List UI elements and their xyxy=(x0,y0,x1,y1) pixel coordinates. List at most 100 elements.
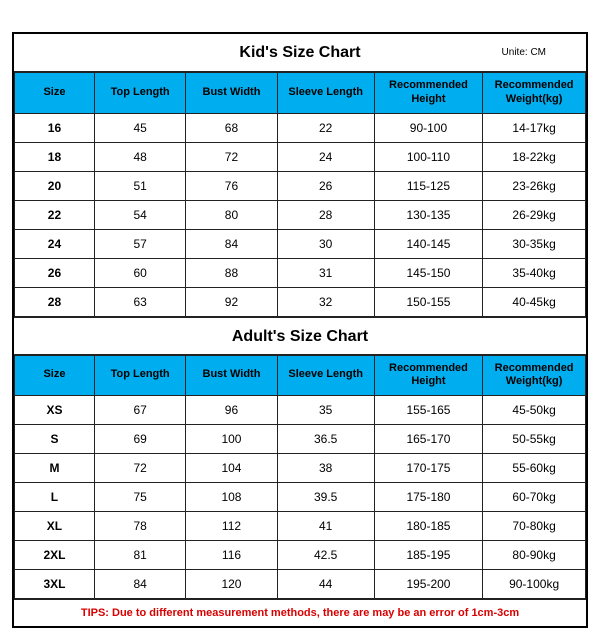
cell: 63 xyxy=(94,287,185,316)
cell: 100 xyxy=(186,425,277,454)
cell: XL xyxy=(15,512,95,541)
cell: M xyxy=(15,454,95,483)
col-rec-weight: Recommended Weight(kg) xyxy=(483,73,586,114)
table-row: 24578430140-14530-35kg xyxy=(15,229,586,258)
cell: 150-155 xyxy=(374,287,482,316)
table-row: 3XL8412044195-20090-100kg xyxy=(15,570,586,599)
cell: 3XL xyxy=(15,570,95,599)
unit-label: Unite: CM xyxy=(502,34,546,72)
cell: 45 xyxy=(94,113,185,142)
cell: 130-135 xyxy=(374,200,482,229)
cell: 115-125 xyxy=(374,171,482,200)
tips-note: TIPS: Due to different measurement metho… xyxy=(14,599,586,626)
table-row: L7510839.5175-18060-70kg xyxy=(15,483,586,512)
cell: 88 xyxy=(186,258,277,287)
cell: 44 xyxy=(277,570,374,599)
col-bust-width: Bust Width xyxy=(186,355,277,396)
cell: 28 xyxy=(277,200,374,229)
cell: 84 xyxy=(186,229,277,258)
col-top-length: Top Length xyxy=(94,73,185,114)
cell: 67 xyxy=(94,396,185,425)
cell: 23-26kg xyxy=(483,171,586,200)
cell: 14-17kg xyxy=(483,113,586,142)
cell: 54 xyxy=(94,200,185,229)
cell: 68 xyxy=(186,113,277,142)
cell: 195-200 xyxy=(374,570,482,599)
cell: 50-55kg xyxy=(483,425,586,454)
cell: 45-50kg xyxy=(483,396,586,425)
cell: 48 xyxy=(94,142,185,171)
cell: 84 xyxy=(94,570,185,599)
cell: 80-90kg xyxy=(483,541,586,570)
col-rec-height: Recommended Height xyxy=(374,73,482,114)
cell: 112 xyxy=(186,512,277,541)
cell: 180-185 xyxy=(374,512,482,541)
cell: L xyxy=(15,483,95,512)
cell: 140-145 xyxy=(374,229,482,258)
adults-tbody: XS679635155-16545-50kgS6910036.5165-1705… xyxy=(15,396,586,599)
cell: XS xyxy=(15,396,95,425)
cell: 35 xyxy=(277,396,374,425)
cell: 81 xyxy=(94,541,185,570)
cell: 51 xyxy=(94,171,185,200)
cell: 76 xyxy=(186,171,277,200)
cell: 57 xyxy=(94,229,185,258)
cell: 92 xyxy=(186,287,277,316)
table-row: 2XL8111642.5185-19580-90kg xyxy=(15,541,586,570)
table-row: XS679635155-16545-50kg xyxy=(15,396,586,425)
cell: 145-150 xyxy=(374,258,482,287)
adults-title: Adult's Size Chart xyxy=(232,328,368,345)
cell: 72 xyxy=(94,454,185,483)
cell: 36.5 xyxy=(277,425,374,454)
col-bust-width: Bust Width xyxy=(186,73,277,114)
col-rec-height: Recommended Height xyxy=(374,355,482,396)
table-row: XL7811241180-18570-80kg xyxy=(15,512,586,541)
kids-header-row: Size Top Length Bust Width Sleeve Length… xyxy=(15,73,586,114)
cell: 42.5 xyxy=(277,541,374,570)
cell: 60-70kg xyxy=(483,483,586,512)
cell: 31 xyxy=(277,258,374,287)
cell: 165-170 xyxy=(374,425,482,454)
table-row: 28639232150-15540-45kg xyxy=(15,287,586,316)
cell: S xyxy=(15,425,95,454)
adults-table: Size Top Length Bust Width Sleeve Length… xyxy=(14,355,586,600)
table-row: 20517626115-12523-26kg xyxy=(15,171,586,200)
kids-table: Size Top Length Bust Width Sleeve Length… xyxy=(14,72,586,317)
cell: 96 xyxy=(186,396,277,425)
cell: 16 xyxy=(15,113,95,142)
adults-title-row: Adult's Size Chart xyxy=(14,317,586,355)
cell: 90-100 xyxy=(374,113,482,142)
cell: 155-165 xyxy=(374,396,482,425)
cell: 22 xyxy=(15,200,95,229)
cell: 32 xyxy=(277,287,374,316)
cell: 30-35kg xyxy=(483,229,586,258)
cell: 24 xyxy=(15,229,95,258)
cell: 39.5 xyxy=(277,483,374,512)
cell: 120 xyxy=(186,570,277,599)
size-chart-container: Kid's Size Chart Unite: CM Size Top Leng… xyxy=(12,32,588,628)
cell: 55-60kg xyxy=(483,454,586,483)
cell: 24 xyxy=(277,142,374,171)
cell: 28 xyxy=(15,287,95,316)
cell: 41 xyxy=(277,512,374,541)
cell: 30 xyxy=(277,229,374,258)
cell: 80 xyxy=(186,200,277,229)
cell: 35-40kg xyxy=(483,258,586,287)
cell: 75 xyxy=(94,483,185,512)
cell: 104 xyxy=(186,454,277,483)
cell: 38 xyxy=(277,454,374,483)
adults-header-row: Size Top Length Bust Width Sleeve Length… xyxy=(15,355,586,396)
cell: 18 xyxy=(15,142,95,171)
col-size: Size xyxy=(15,73,95,114)
table-row: 1645682290-10014-17kg xyxy=(15,113,586,142)
cell: 18-22kg xyxy=(483,142,586,171)
col-rec-weight: Recommended Weight(kg) xyxy=(483,355,586,396)
table-row: 26608831145-15035-40kg xyxy=(15,258,586,287)
kids-title-row: Kid's Size Chart Unite: CM xyxy=(14,34,586,72)
cell: 22 xyxy=(277,113,374,142)
cell: 170-175 xyxy=(374,454,482,483)
col-sleeve-length: Sleeve Length xyxy=(277,355,374,396)
cell: 78 xyxy=(94,512,185,541)
col-top-length: Top Length xyxy=(94,355,185,396)
cell: 69 xyxy=(94,425,185,454)
